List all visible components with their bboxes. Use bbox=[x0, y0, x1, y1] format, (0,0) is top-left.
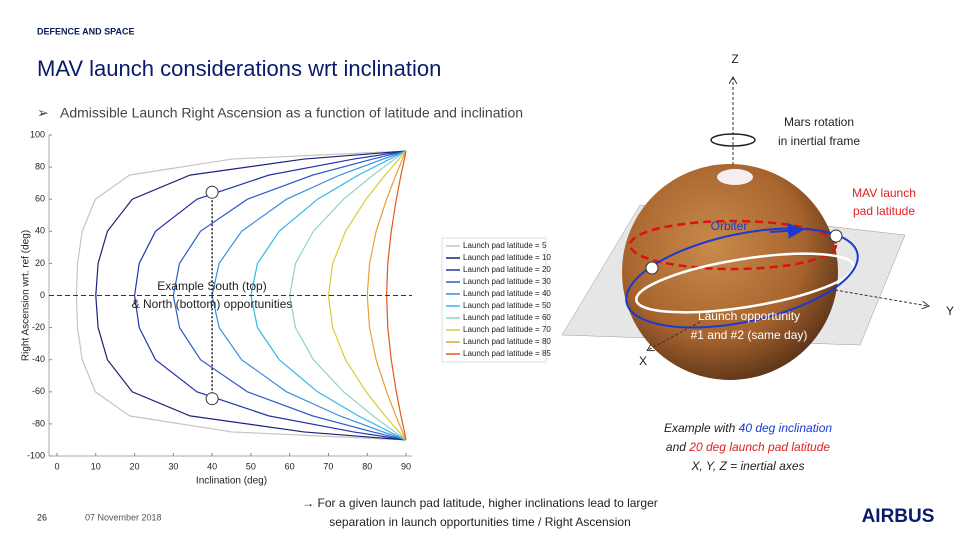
caption: and 20 deg launch pad latitude bbox=[666, 440, 830, 454]
series-line bbox=[366, 150, 407, 441]
x-tick-label: 10 bbox=[91, 461, 101, 471]
opportunity-point bbox=[645, 261, 659, 275]
y-tick-label: 80 bbox=[35, 161, 45, 171]
x-tick-label: 20 bbox=[130, 461, 140, 471]
x-axis-label: Inclination (deg) bbox=[196, 476, 267, 487]
mars-diagram: Z Y X Mars rotation in inertial frame MA… bbox=[561, 52, 954, 473]
series-line bbox=[95, 150, 407, 441]
y-tick-label: -20 bbox=[32, 322, 45, 332]
launch-pad-point bbox=[829, 229, 843, 243]
rotation-label: Mars rotation bbox=[784, 115, 854, 129]
rotation-label: in inertial frame bbox=[778, 134, 860, 148]
legend-label: Launch pad latitude = 85 bbox=[463, 349, 551, 358]
orbiter-label: Orbiter bbox=[711, 219, 748, 233]
marker bbox=[205, 392, 219, 406]
y-axis bbox=[834, 289, 928, 306]
title: MAV launch considerations wrt inclinatio… bbox=[37, 56, 441, 81]
y-tick-label: -40 bbox=[32, 354, 45, 364]
annotation: Example South (top) bbox=[157, 279, 266, 293]
y-tick-label: 0 bbox=[40, 290, 45, 300]
x-tick-label: 80 bbox=[362, 461, 372, 471]
x-label: X bbox=[639, 354, 647, 368]
caption-text: Example with bbox=[664, 421, 739, 435]
legend-label: Launch pad latitude = 80 bbox=[463, 337, 551, 346]
x-tick-label: 90 bbox=[401, 461, 411, 471]
legend-label: Launch pad latitude = 30 bbox=[463, 277, 551, 286]
footnote: → For a given launch pad latitude, highe… bbox=[302, 496, 658, 510]
latitude-circle bbox=[628, 219, 838, 271]
launch-pad-label: pad latitude bbox=[853, 204, 915, 218]
legend-label: Launch pad latitude = 10 bbox=[463, 253, 551, 262]
series-line bbox=[133, 150, 407, 441]
y-tick-label: 60 bbox=[35, 194, 45, 204]
caption: Example with 40 deg inclination bbox=[664, 421, 832, 435]
orbit bbox=[625, 227, 859, 329]
caption-text: and bbox=[666, 440, 689, 454]
rotation-ring bbox=[710, 133, 756, 147]
opportunity-label: Launch opportunity bbox=[698, 309, 800, 323]
orbit-arrow bbox=[769, 222, 804, 239]
annotation: & North (bottom) opportunities bbox=[132, 297, 293, 311]
z-label: Z bbox=[731, 52, 738, 66]
launch-ellipse bbox=[635, 252, 855, 314]
opportunity-label: #1 and #2 (same day) bbox=[691, 328, 808, 342]
chart: -100 -80 -60 -40 -20 0 20 40 60 80 100 0 10 20 30 40 50 6… bbox=[21, 129, 552, 486]
footnote: separation in launch opportunities time … bbox=[329, 515, 631, 529]
x-tick-label: 60 bbox=[285, 461, 295, 471]
caption: X, Y, Z = inertial axes bbox=[690, 459, 804, 473]
legend-label: Launch pad latitude = 20 bbox=[463, 265, 551, 274]
x-tick-label: 50 bbox=[246, 461, 256, 471]
date: 07 November 2018 bbox=[85, 512, 162, 522]
legend-label: Launch pad latitude = 5 bbox=[463, 241, 547, 250]
page-number: 26 bbox=[37, 512, 47, 522]
legend-label: Launch pad latitude = 70 bbox=[463, 325, 551, 334]
series-line bbox=[327, 150, 407, 441]
y-tick-label: 40 bbox=[35, 226, 45, 236]
logo: AIRBUS bbox=[862, 506, 935, 527]
caption-inclination: 40 deg inclination bbox=[739, 421, 833, 435]
bullet-marker: ➢ bbox=[37, 105, 49, 121]
y-tick-label: 100 bbox=[30, 129, 45, 139]
x-tick-label: 30 bbox=[168, 461, 178, 471]
marker bbox=[205, 185, 219, 199]
y-tick-label: 20 bbox=[35, 258, 45, 268]
caption-latitude: 20 deg launch pad latitude bbox=[688, 440, 830, 454]
ice-cap bbox=[717, 169, 753, 185]
bullet: Admissible Launch Right Ascension as a f… bbox=[60, 105, 523, 121]
y-tick-label: -80 bbox=[32, 418, 45, 428]
x-tick-label: 70 bbox=[323, 461, 333, 471]
x-tick-label: 0 bbox=[54, 461, 59, 471]
legend-label: Launch pad latitude = 60 bbox=[463, 313, 551, 322]
division: DEFENCE AND SPACE bbox=[37, 26, 135, 36]
legend-label: Launch pad latitude = 40 bbox=[463, 289, 551, 298]
legend-label: Launch pad latitude = 50 bbox=[463, 301, 551, 310]
launch-pad-label: MAV launch bbox=[852, 186, 916, 200]
y-axis-label: Right Ascension wrt. ref (deg) bbox=[21, 230, 32, 361]
x-tick-label: 40 bbox=[207, 461, 217, 471]
y-tick-label: -100 bbox=[27, 450, 45, 460]
y-label: Y bbox=[946, 304, 954, 318]
y-tick-label: -60 bbox=[32, 386, 45, 396]
